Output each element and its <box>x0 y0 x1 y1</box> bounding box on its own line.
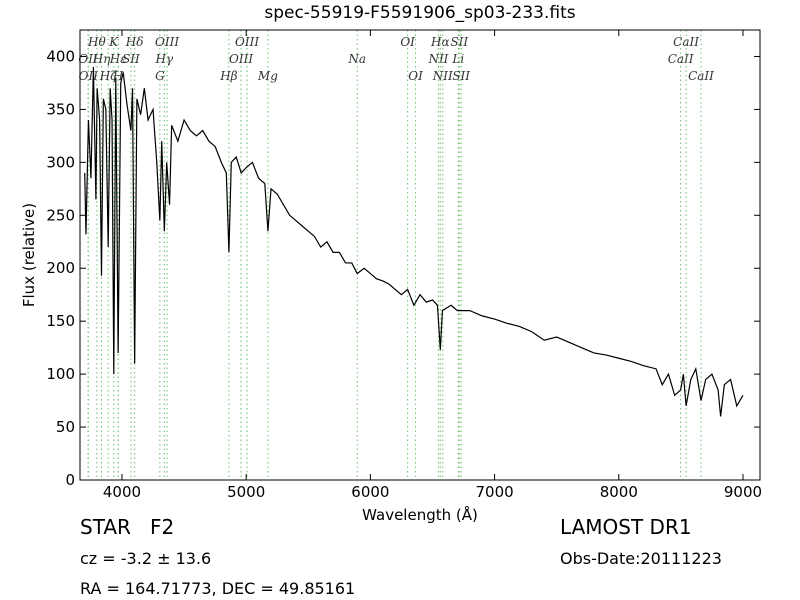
y-tick-label: 350 <box>46 100 75 118</box>
line-label: NII <box>427 52 448 66</box>
x-tick-label: 7000 <box>475 483 513 501</box>
line-label: OII <box>79 69 99 83</box>
y-tick-label: 200 <box>46 259 75 277</box>
line-label: OIII <box>229 52 253 66</box>
y-tick-label: 300 <box>46 153 75 171</box>
y-axis-label: Flux (relative) <box>20 203 38 307</box>
y-tick-label: 150 <box>46 312 75 330</box>
line-label: Hβ <box>219 69 237 83</box>
line-label: Mg <box>257 69 278 83</box>
spectrum-line <box>84 67 744 417</box>
line-label: SII <box>452 69 470 83</box>
line-label: OIII <box>235 35 259 49</box>
line-label: Hη <box>92 52 111 66</box>
line-label: OI <box>400 35 415 49</box>
chart-title: spec-55919-F5591906_sp03-233.fits <box>264 3 575 23</box>
star-class: STAR F2 <box>80 515 174 539</box>
line-label: Hδ <box>125 35 144 49</box>
y-tick-label: 250 <box>46 206 75 224</box>
x-axis-label: Wavelength (Å) <box>362 505 478 524</box>
line-label: Hα <box>430 35 450 49</box>
line-label: H <box>112 69 124 83</box>
y-tick-label: 400 <box>46 47 75 65</box>
line-label: K <box>108 35 119 49</box>
cz: cz = -3.2 ± 13.6 <box>80 549 211 568</box>
survey: LAMOST DR1 <box>560 515 692 539</box>
line-label: Na <box>347 52 366 66</box>
line-label: OIII <box>155 35 179 49</box>
y-tick-label: 50 <box>56 418 75 436</box>
line-label: OI <box>408 69 423 83</box>
line-label: CaII <box>673 35 699 49</box>
line-label: NII <box>432 69 453 83</box>
line-label: CaII <box>688 69 714 83</box>
y-tick-label: 100 <box>46 365 75 383</box>
line-label: Hγ <box>155 52 174 66</box>
x-tick-label: 6000 <box>351 483 389 501</box>
line-label: OII <box>78 52 98 66</box>
coords: RA = 164.71773, DEC = 49.85161 <box>80 579 355 598</box>
line-label: SII <box>450 35 468 49</box>
x-tick-label: 8000 <box>600 483 638 501</box>
obs-date: Obs-Date:20111223 <box>560 549 722 568</box>
line-label: CaII <box>668 52 694 66</box>
line-label: G <box>155 69 165 83</box>
y-tick-label: 0 <box>65 471 75 489</box>
line-label: SII <box>122 52 140 66</box>
x-tick-label: 9000 <box>724 483 762 501</box>
line-label: Li <box>451 52 464 66</box>
x-tick-label: 5000 <box>227 483 265 501</box>
line-label: Hε <box>109 52 127 66</box>
plot-frame <box>79 29 761 481</box>
line-label: Hθ <box>87 35 106 49</box>
x-tick-label: 4000 <box>103 483 141 501</box>
